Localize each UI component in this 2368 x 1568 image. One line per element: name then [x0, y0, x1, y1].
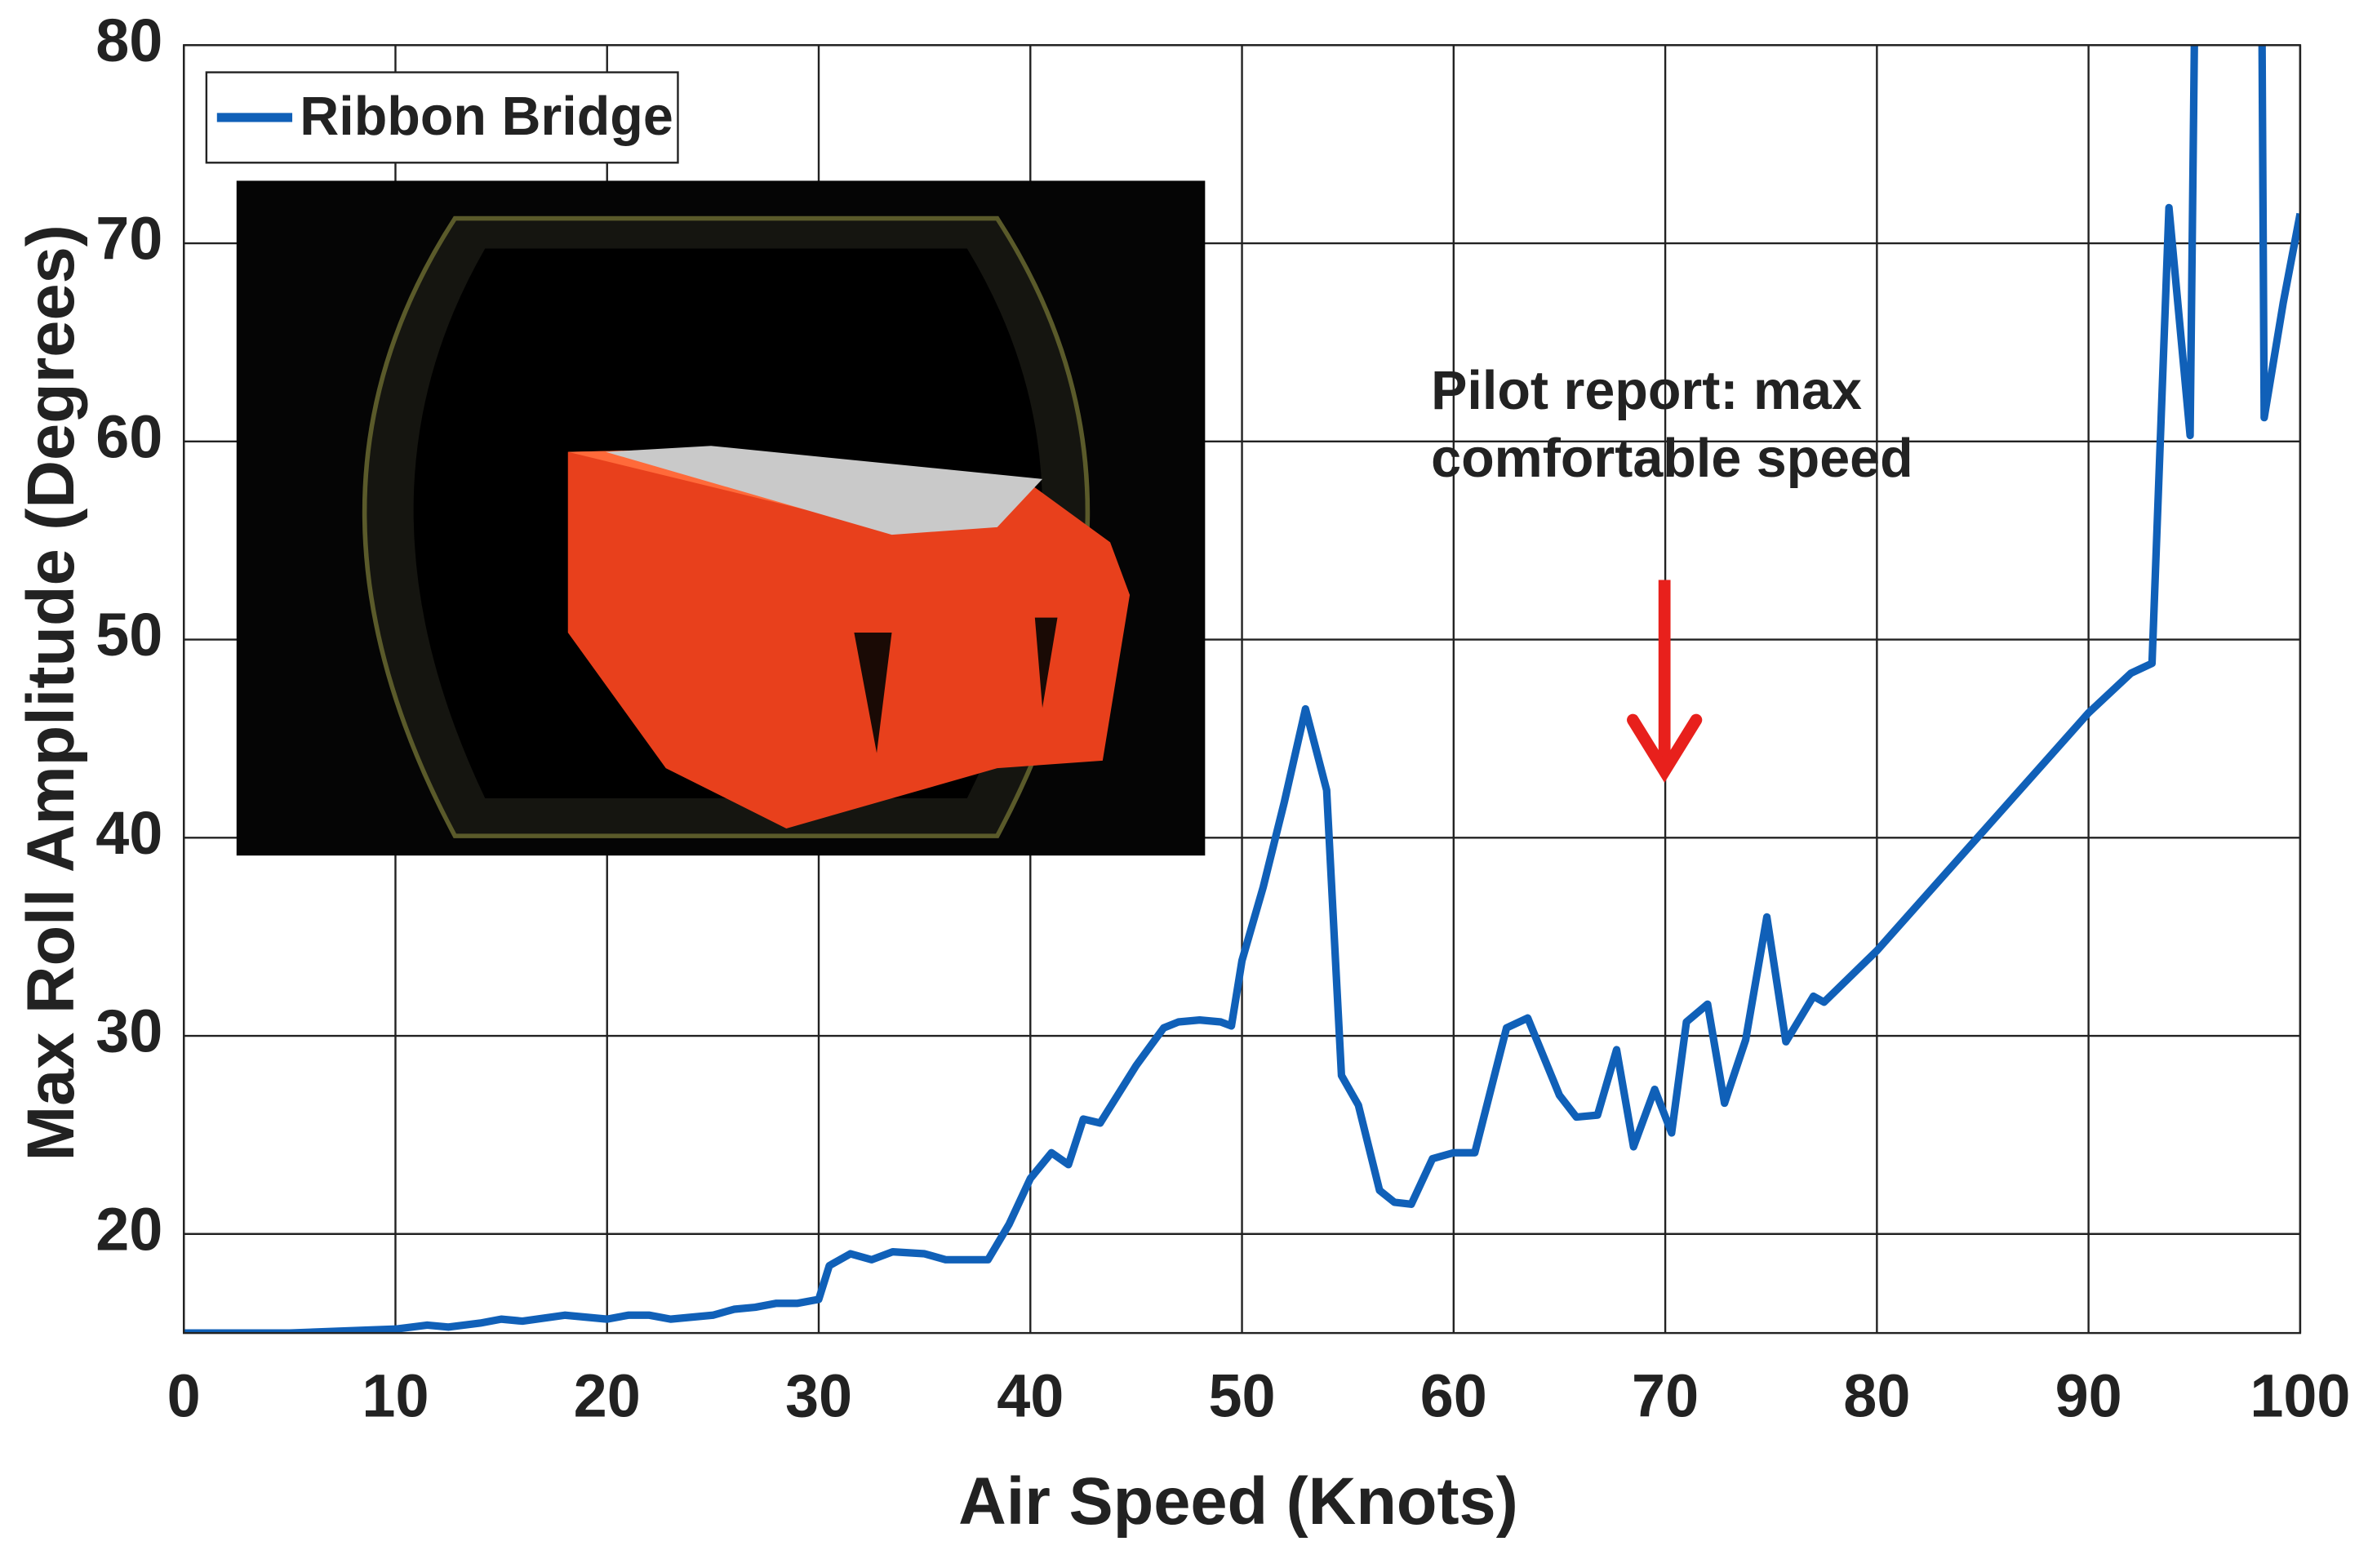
- annotation-arrow: [1627, 580, 1703, 783]
- y-axis-title: Max Roll Amplitude (Degrees): [15, 224, 88, 1161]
- x-tick-label: 80: [1843, 1362, 1910, 1430]
- x-tick-label: 30: [785, 1362, 852, 1430]
- x-tick-label: 10: [362, 1362, 429, 1430]
- plot-frame: [182, 44, 2302, 1335]
- legend-label: Ribbon Bridge: [300, 87, 673, 147]
- x-axis-title: Air Speed (Knots): [958, 1465, 1518, 1539]
- y-tick-label: 20: [96, 1195, 162, 1263]
- annotation: comfortable speed: [1431, 429, 1913, 489]
- x-tick-label: 0: [167, 1362, 201, 1430]
- y-tick-label: 50: [96, 601, 162, 669]
- y-tick-label: 30: [96, 997, 162, 1065]
- x-tick-label: 70: [1632, 1362, 1699, 1430]
- x-tick-label: 50: [1208, 1362, 1275, 1430]
- x-tick-label: 90: [2055, 1362, 2122, 1430]
- annotation: Pilot report: max: [1431, 361, 1862, 421]
- inset-photo: [236, 180, 1206, 856]
- legend: Ribbon Bridge: [205, 71, 679, 164]
- x-tick-label: 40: [997, 1362, 1064, 1430]
- y-tick-label: 80: [96, 7, 162, 74]
- y-tick-label: 40: [96, 799, 162, 867]
- y-tick-label: 70: [96, 205, 162, 273]
- x-tick-label: 20: [574, 1362, 641, 1430]
- y-tick-label: 60: [96, 402, 162, 470]
- data-line: [184, 45, 2300, 1334]
- x-tick-label: 60: [1420, 1362, 1487, 1430]
- x-tick-label: 100: [2250, 1362, 2350, 1430]
